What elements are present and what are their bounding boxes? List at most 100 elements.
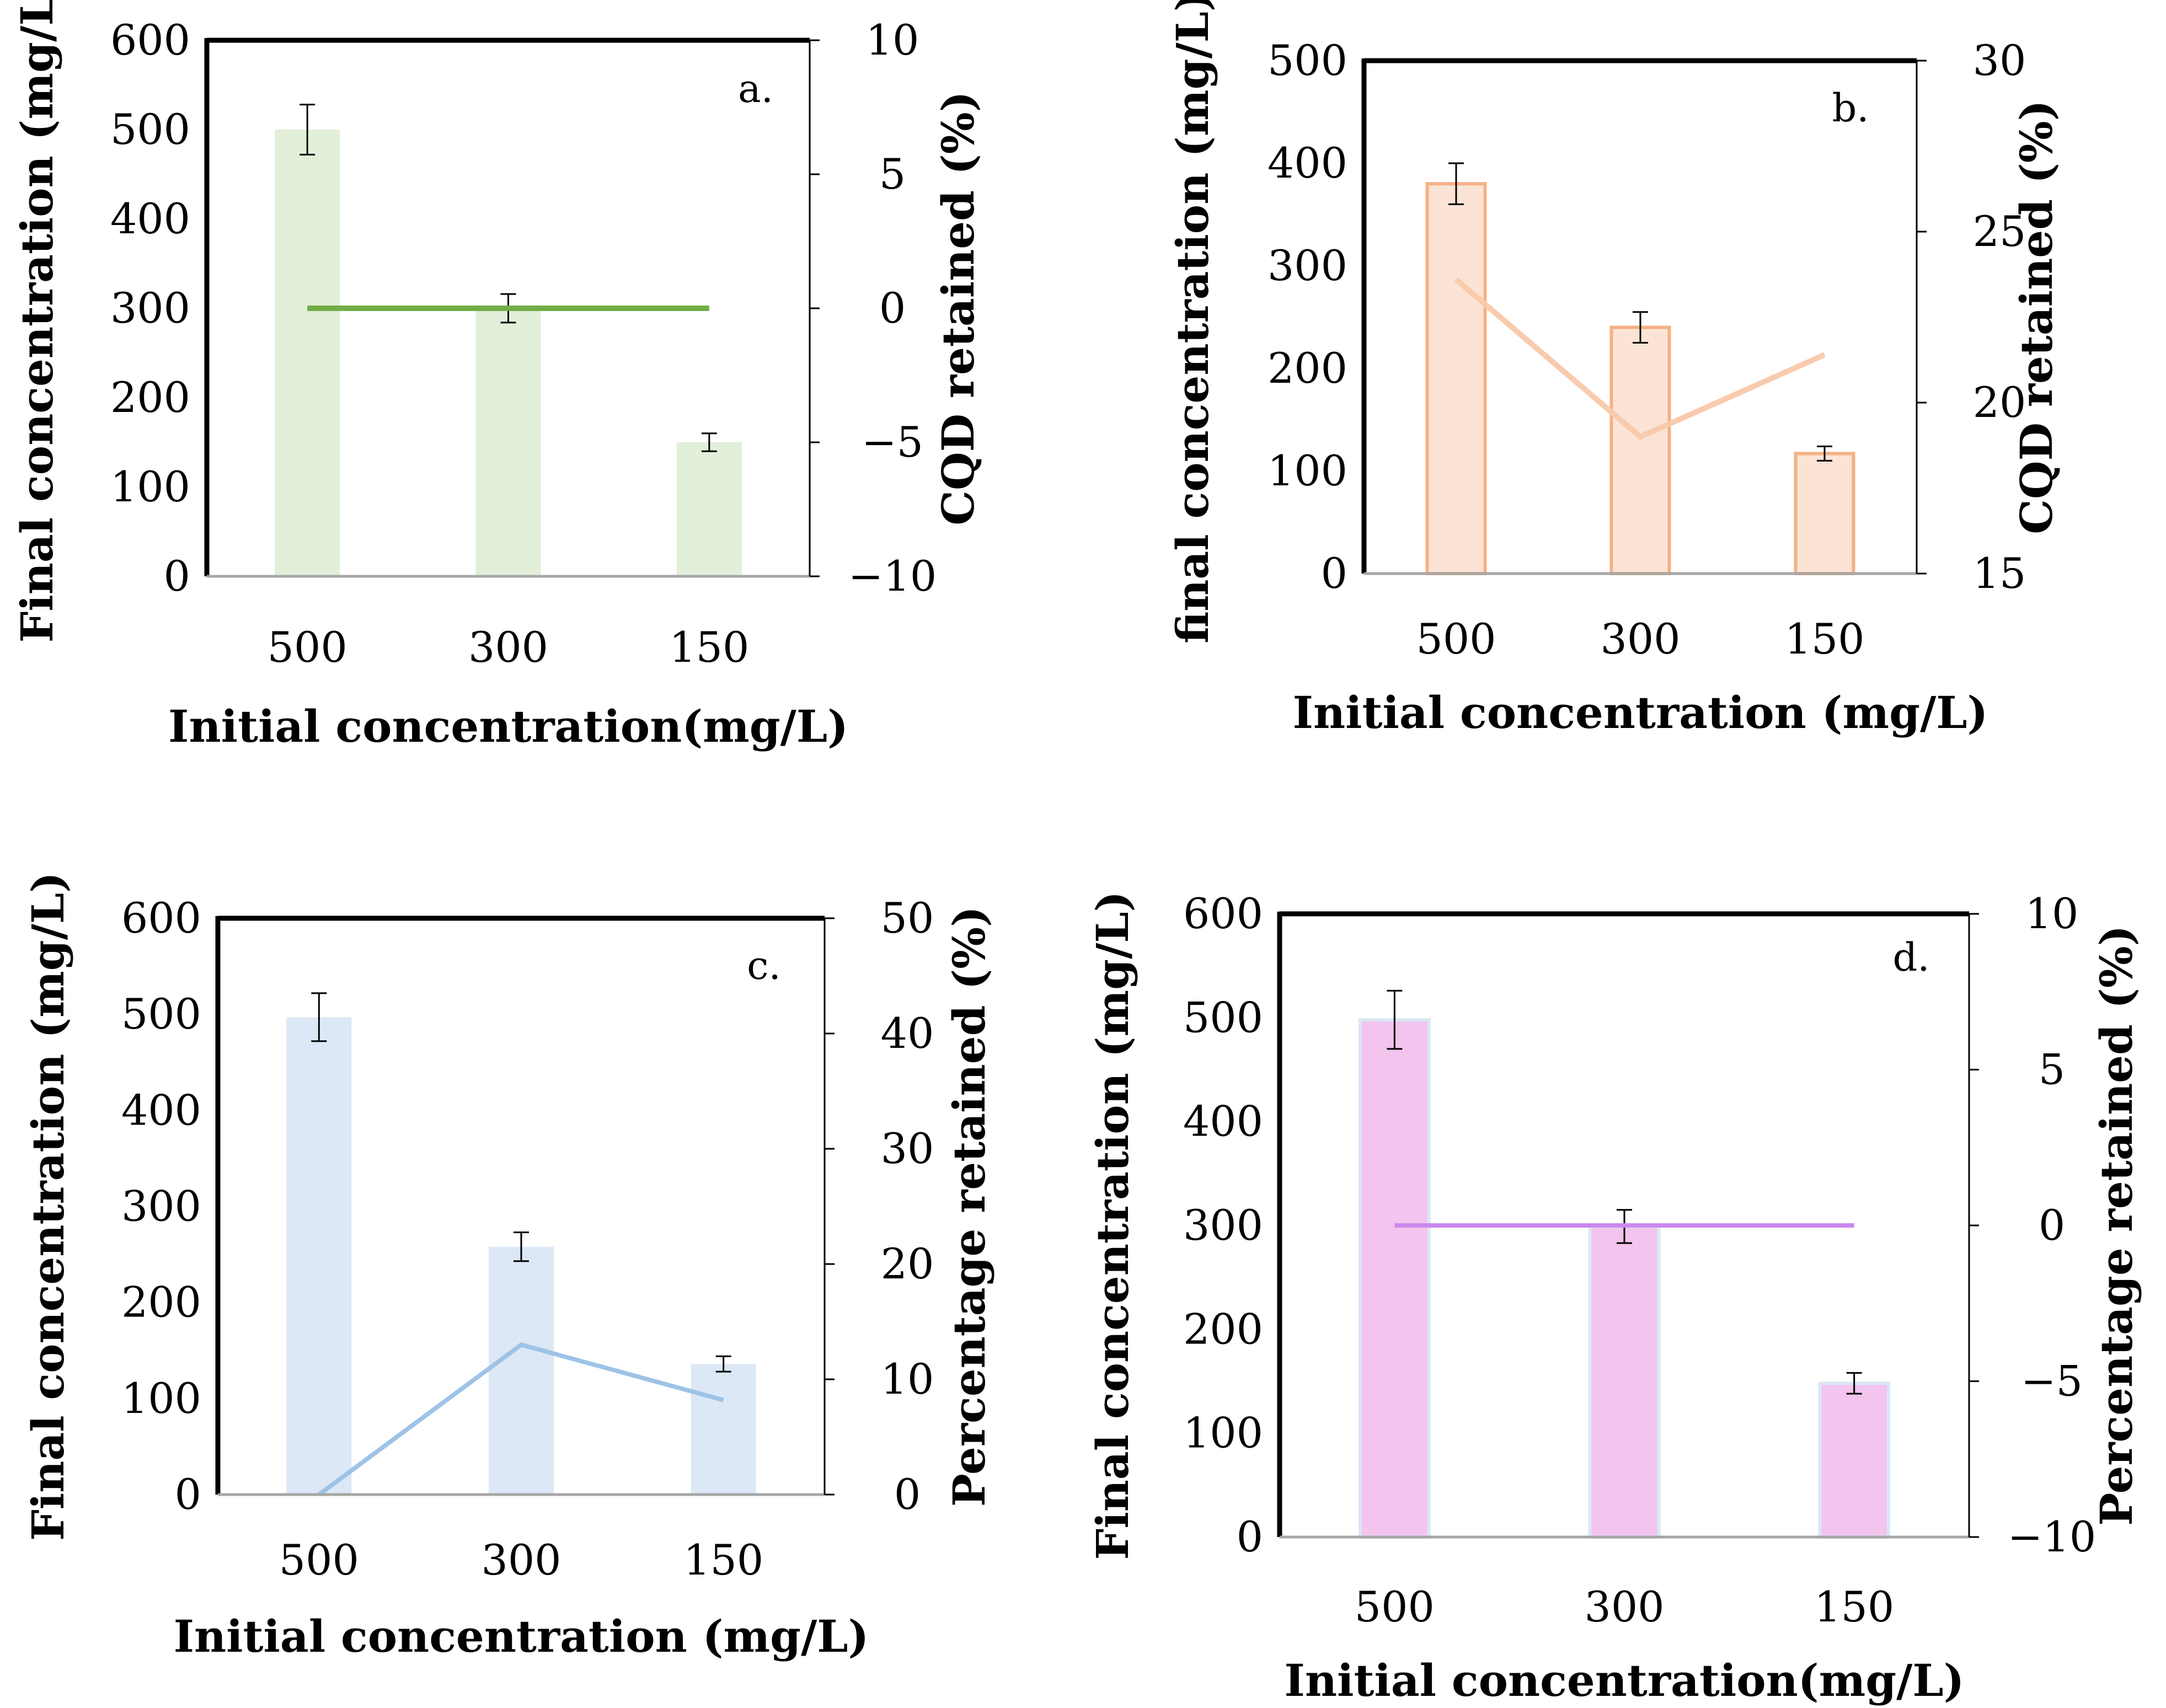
panel-label: d.	[1892, 935, 1929, 980]
y-tick-label: 400	[110, 194, 190, 243]
error-bar	[1633, 311, 1648, 344]
y-tick-label: 100	[1267, 446, 1347, 495]
retained-line	[317, 1342, 724, 1497]
x-category-label: 150	[1814, 1582, 1894, 1631]
x-category-label: 300	[1584, 1582, 1664, 1631]
y-tick-label: 100	[121, 1374, 201, 1423]
y-tick-label: 100	[1183, 1409, 1263, 1458]
y2-tick-label: 10	[881, 1354, 934, 1404]
error-bar	[1387, 989, 1403, 1050]
error-bar	[514, 1232, 529, 1262]
x-category-label: 150	[669, 623, 749, 672]
bar-300	[489, 1246, 554, 1495]
y-tick-label: 400	[121, 1085, 201, 1134]
y2-tick-label: 0	[2039, 1201, 2065, 1250]
y2-tick-label: 15	[1973, 549, 2026, 598]
chart-panel: 0 100 200 300 400 500 30 25 20 15 500 300 150 Initial…	[1167, 0, 2062, 738]
y-tick-label: 300	[1267, 241, 1347, 290]
y-tick-label: 100	[110, 462, 190, 511]
bar-500	[1358, 1018, 1431, 1539]
error-bar	[1846, 1372, 1862, 1395]
y2-axis-title: Percentage retained (%)	[2090, 925, 2142, 1525]
chart-panel: 0 100 200 300 400 500 600 10 5 0 −5 −10 500 300 150 Ini…	[1087, 889, 2142, 1706]
y2-tick-label: 5	[879, 149, 906, 199]
y-tick-label: 600	[110, 15, 190, 65]
y-tick-label: 0	[1237, 1512, 1263, 1561]
bar-300	[475, 308, 541, 576]
x-category-label: 150	[1784, 614, 1864, 663]
y-axis-title: Final concentration (mg/L)	[1087, 891, 1138, 1560]
y2-tick-label: 30	[1973, 36, 2026, 85]
bar-300	[1588, 1224, 1661, 1539]
y-tick-label: 500	[110, 105, 190, 154]
error-bar	[715, 1355, 731, 1373]
y-tick-label: 400	[1183, 1097, 1263, 1146]
bar-500	[1425, 182, 1487, 575]
panel-label: b.	[1832, 85, 1869, 131]
y-axis-title: Final concentration (mg/L)	[22, 872, 74, 1541]
retained-line	[1454, 277, 1826, 440]
y2-tick-label: 25	[1973, 207, 2026, 256]
y2-tick-label: −5	[2021, 1357, 2083, 1406]
y2-tick-label: 0	[894, 1470, 921, 1519]
y-tick-label: 600	[121, 893, 201, 943]
y2-tick-label: 5	[2039, 1045, 2065, 1094]
y-tick-label: 500	[1267, 36, 1347, 85]
x-category-label: 300	[481, 1535, 561, 1584]
y-tick-label: 200	[1267, 344, 1347, 393]
y-tick-label: 0	[1321, 549, 1347, 598]
bar-300	[1609, 325, 1671, 575]
y2-tick-label: 40	[881, 1009, 934, 1058]
y2-tick-label: 20	[1973, 378, 2026, 427]
x-category-label: 300	[1600, 614, 1680, 663]
bar-150	[691, 1364, 756, 1495]
y2-tick-label: 0	[879, 283, 906, 333]
y2-tick-label: 10	[866, 15, 919, 65]
y-tick-label: 300	[1183, 1201, 1263, 1250]
y-axis-title: final concentration (mg/L)	[1167, 0, 1218, 644]
y2-tick-label: 30	[881, 1124, 934, 1173]
y2-axis-title: CQD retained (%)	[932, 91, 984, 525]
y2-tick-label: 50	[881, 893, 934, 943]
x-axis-title: Initial concentration (mg/L)	[174, 1610, 869, 1662]
y-axis-title: Final concentration (mg/L)	[11, 0, 63, 642]
x-category-label: 150	[683, 1535, 763, 1584]
x-category-label: 500	[1416, 614, 1496, 663]
bar-150	[1818, 1382, 1891, 1539]
y2-tick-label: 10	[2025, 889, 2079, 938]
y2-axis-title: Percentage retained (%)	[943, 906, 995, 1507]
y-tick-label: 300	[110, 283, 190, 333]
bar-500	[275, 130, 340, 576]
y-tick-label: 200	[110, 373, 190, 422]
y-tick-label: 500	[121, 989, 201, 1038]
x-category-label: 500	[279, 1535, 359, 1584]
y-tick-label: 500	[1183, 993, 1263, 1042]
y2-tick-label: −5	[862, 417, 923, 467]
x-axis-title: Initial concentration(mg/L)	[1285, 1655, 1965, 1706]
y-tick-label: 400	[1267, 138, 1347, 188]
y2-tick-label: −10	[2008, 1512, 2096, 1561]
error-bar	[311, 992, 327, 1042]
bar-150	[1794, 452, 1855, 575]
y-tick-label: 300	[121, 1182, 201, 1231]
y-tick-label: 600	[1183, 889, 1263, 938]
y-tick-label: 0	[164, 552, 190, 601]
y2-tick-label: 20	[881, 1239, 934, 1288]
y-tick-label: 0	[175, 1470, 201, 1519]
y2-tick-label: −10	[848, 552, 937, 601]
bar-500	[286, 1017, 352, 1495]
x-axis-title: Initial concentration (mg/L)	[1293, 687, 1988, 738]
panel-label: a.	[738, 66, 773, 111]
error-bar	[1448, 162, 1464, 205]
error-bar	[1817, 445, 1832, 462]
y2-axis-title: CQD retained (%)	[2010, 100, 2062, 534]
bar-150	[676, 442, 742, 576]
y-tick-label: 200	[1183, 1304, 1263, 1353]
error-bar	[701, 432, 717, 452]
x-category-label: 300	[468, 623, 548, 672]
panel-label: c.	[747, 943, 780, 988]
error-bar	[300, 104, 315, 156]
chart-panel: 0 100 200 300 400 500 600 10 5 0 −5 −10 500 300 150 Ini…	[11, 0, 984, 752]
